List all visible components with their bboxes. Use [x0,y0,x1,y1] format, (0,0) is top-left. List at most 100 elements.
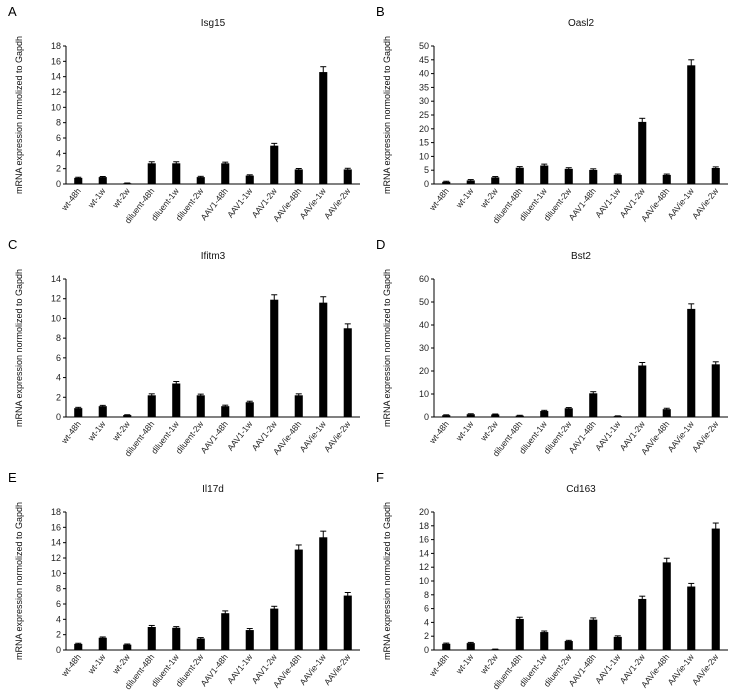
x-tick-label: wt-48h [427,186,451,213]
y-axis-label: mRNA expression normolized to Gapdh [382,36,392,194]
bar [662,174,671,184]
bar [343,595,352,650]
y-tick-label: 6 [56,133,61,143]
bar [74,177,83,184]
x-tick-label: AAVie-2w [690,651,721,687]
x-tick-label: wt-1w [453,651,476,676]
y-tick-label: 15 [419,138,429,148]
y-tick-label: 16 [51,56,61,66]
bar [564,168,573,184]
x-tick-label: wt-1w [85,185,108,210]
y-tick-label: 10 [419,576,429,586]
bar [466,643,475,650]
y-tick-label: 18 [51,41,61,51]
bar [491,414,500,417]
x-tick-label: AAVie-2w [322,185,353,221]
y-tick-label: 4 [56,148,61,158]
bar [540,411,549,417]
bar [515,415,524,417]
chart-panel-e: E Il17d mRNA expression normolized to Gapd… [0,466,365,691]
y-tick-label: 20 [419,507,429,517]
y-tick-label: 20 [419,366,429,376]
y-axis-label: mRNA expression normolized to Gapdh [14,269,24,427]
bar [221,163,230,184]
bar [172,383,181,417]
y-tick-label: 8 [424,590,429,600]
x-tick-label: AAVie-2w [690,185,721,221]
bar [74,643,83,650]
bar [442,415,451,417]
panel-label: B [376,4,385,19]
chart-panel-b: B Oasl2 mRNA expression normolized to Gapd… [368,0,733,225]
y-tick-label: 14 [419,548,429,558]
y-tick-label: 45 [419,55,429,65]
bar [613,416,622,417]
y-tick-label: 18 [419,521,429,531]
chart-a: A Isg15 mRNA expression normolized to Gapd… [8,4,360,225]
x-tick-label: AAVie-2w [690,418,721,454]
bar [74,408,83,417]
bar [442,643,451,650]
bar [294,395,303,417]
bar [687,308,696,417]
bar [221,613,230,650]
x-tick-label: wt-1w [453,185,476,210]
bar [147,627,156,650]
x-tick-label: AAVie-2w [322,651,353,687]
y-tick-label: 12 [419,562,429,572]
y-tick-label: 4 [424,617,429,627]
bar [491,649,500,650]
bar [540,632,549,650]
y-tick-label: 10 [419,151,429,161]
panel-label: C [8,237,17,252]
x-tick-label: wt-1w [85,651,108,676]
y-tick-label: 16 [419,535,429,545]
y-tick-label: 8 [56,584,61,594]
y-axis-label: mRNA expression normolized to Gapdh [14,36,24,194]
bar [172,627,181,650]
x-tick-label: wt-1w [453,418,476,443]
chart-b: B Oasl2 mRNA expression normolized to Gapd… [376,4,728,225]
y-tick-label: 16 [51,522,61,532]
chart-title: Il17d [202,484,224,495]
bar [589,619,598,650]
y-tick-label: 4 [56,373,61,383]
y-tick-label: 20 [419,124,429,134]
bar [515,618,524,650]
bar [245,402,254,417]
x-tick-label: wt-2w [110,418,133,443]
y-tick-label: 12 [51,294,61,304]
y-axis-label: mRNA expression normolized to Gapdh [382,502,392,660]
bar [540,165,549,184]
x-tick-label: wt-2w [110,185,133,210]
chart-title: Isg15 [201,18,226,29]
bar [711,364,720,417]
bar [564,641,573,650]
bar [466,180,475,184]
bar [196,177,205,184]
bar [245,630,254,650]
bar [123,644,132,650]
chart-panel-f: F Cd163 mRNA expression normolized to Gapd… [368,466,733,691]
chart-f: F Cd163 mRNA expression normolized to Gapd… [376,470,728,691]
bar [589,393,598,417]
y-tick-label: 2 [56,392,61,402]
y-tick-label: 2 [56,164,61,174]
y-tick-label: 14 [51,274,61,284]
y-tick-label: 6 [56,353,61,363]
y-tick-label: 30 [419,343,429,353]
bar [638,598,647,650]
x-tick-label: wt-2w [478,185,501,210]
bar [294,549,303,650]
y-tick-label: 18 [51,507,61,517]
bar [613,174,622,184]
bar [613,636,622,650]
chart-title: Bst2 [571,251,591,262]
bar [491,177,500,184]
y-tick-label: 0 [56,412,61,422]
bar [221,406,230,417]
bar [319,537,328,650]
bar [98,177,107,184]
y-tick-label: 0 [56,645,61,655]
bar [270,299,279,417]
